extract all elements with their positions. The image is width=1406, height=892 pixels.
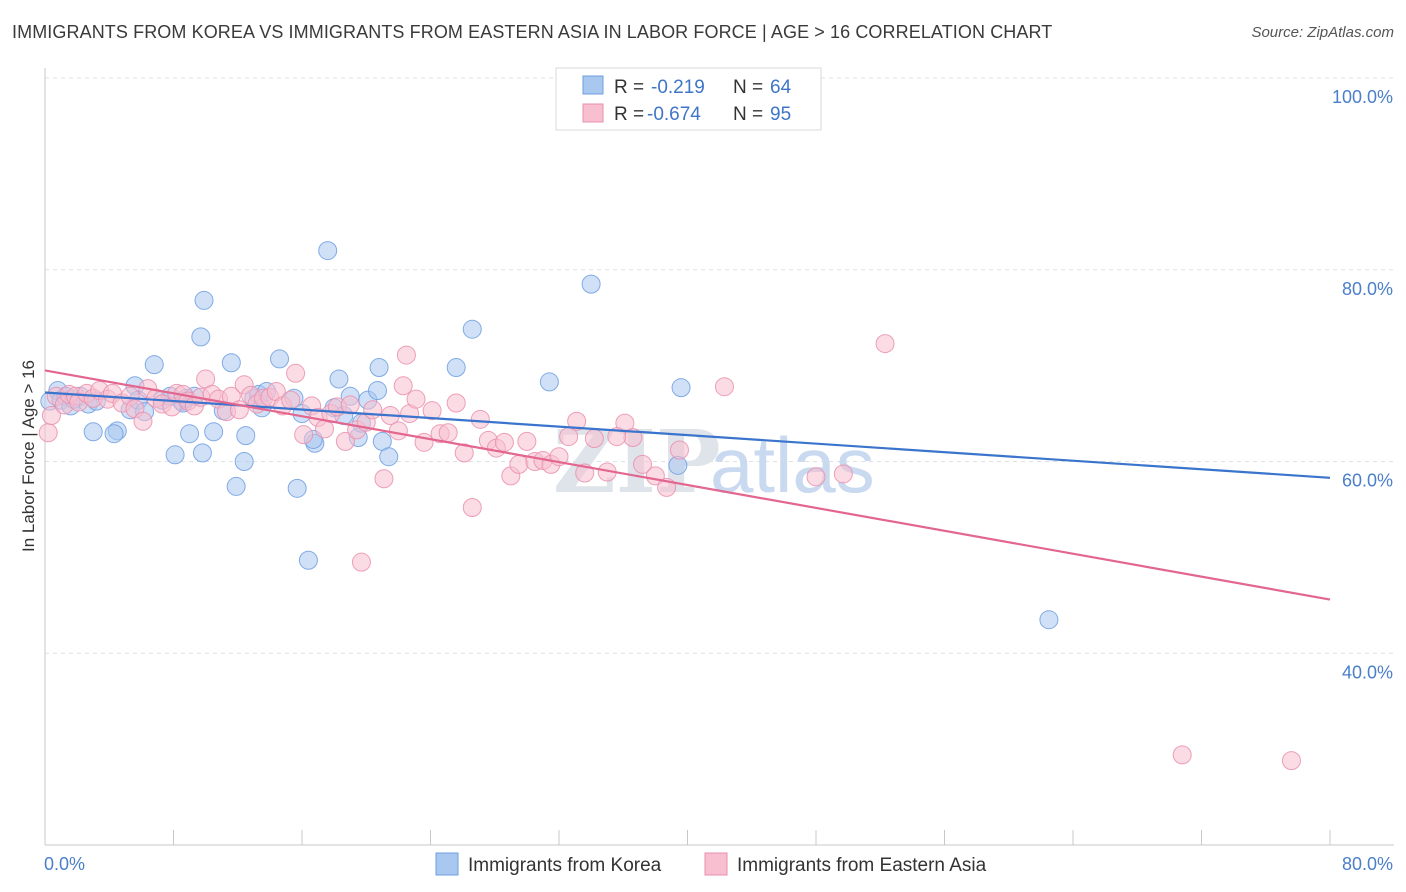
data-point-korea xyxy=(298,550,318,570)
data-point-korea xyxy=(367,381,387,401)
data-point-eastern-asia xyxy=(1172,745,1192,765)
data-point-eastern-asia xyxy=(607,427,627,447)
legend-n-label-korea: N = xyxy=(733,77,763,98)
data-point-eastern-asia xyxy=(470,409,490,429)
data-point-korea xyxy=(379,447,399,467)
data-point-eastern-asia xyxy=(335,431,355,451)
y-axis-tick-labels: 40.0% 60.0% 80.0% 100.0% xyxy=(1332,87,1393,682)
data-point-korea xyxy=(204,422,224,442)
data-point-eastern-asia xyxy=(833,464,853,484)
data-point-eastern-asia xyxy=(633,454,653,474)
legend-n-value-korea: 64 xyxy=(770,77,792,98)
data-point-korea xyxy=(194,290,214,310)
watermark: ZIP atlas xyxy=(553,412,875,513)
data-point-eastern-asia xyxy=(286,363,306,383)
data-point-korea xyxy=(462,319,482,339)
data-point-eastern-asia xyxy=(363,400,383,420)
trend-line-eastern-asia xyxy=(44,369,1331,601)
trend-lines xyxy=(44,369,1331,601)
data-point-korea xyxy=(226,476,246,496)
data-point-korea xyxy=(165,445,185,465)
data-point-eastern-asia xyxy=(446,393,466,413)
legend-r-label-korea: R = xyxy=(614,77,644,98)
data-point-korea xyxy=(104,424,124,444)
data-point-eastern-asia xyxy=(340,395,360,415)
data-point-eastern-asia xyxy=(133,411,153,431)
data-point-korea xyxy=(144,355,164,375)
y-tick-label: 60.0% xyxy=(1342,471,1393,491)
data-point-eastern-asia xyxy=(517,431,537,451)
data-point-eastern-asia xyxy=(393,376,413,396)
data-point-eastern-asia xyxy=(584,428,604,448)
data-point-eastern-asia xyxy=(806,467,826,487)
y-axis-title: In Labor Force | Age > 16 xyxy=(19,360,38,552)
data-point-eastern-asia xyxy=(714,377,734,397)
trend-line-korea xyxy=(44,391,1331,479)
data-point-eastern-asia xyxy=(509,454,529,474)
bottom-legend-swatch-korea xyxy=(435,852,459,876)
data-point-korea xyxy=(446,358,466,378)
data-point-eastern-asia xyxy=(454,443,474,463)
data-point-eastern-asia xyxy=(41,405,61,425)
data-point-eastern-asia xyxy=(388,421,408,441)
data-point-eastern-asia xyxy=(567,411,587,431)
data-point-eastern-asia xyxy=(1281,751,1301,771)
data-point-korea xyxy=(221,353,241,373)
data-point-korea xyxy=(236,426,256,446)
data-point-korea xyxy=(671,378,691,398)
data-point-korea xyxy=(192,443,212,463)
data-point-korea xyxy=(270,349,290,369)
grid-lines xyxy=(45,77,1394,654)
y-tick-label: 100.0% xyxy=(1332,87,1393,107)
data-point-korea xyxy=(234,452,254,471)
watermark-atlas: atlas xyxy=(710,421,875,509)
data-point-korea xyxy=(581,274,601,294)
x-axis-ticks xyxy=(173,830,1331,845)
data-point-eastern-asia xyxy=(494,432,514,452)
data-point-eastern-asia xyxy=(396,345,416,365)
axes xyxy=(44,68,1394,846)
x-tick-label-min: 0.0% xyxy=(44,854,85,874)
data-point-eastern-asia xyxy=(38,423,58,443)
legend-swatch-korea xyxy=(582,75,604,95)
data-point-eastern-asia xyxy=(438,423,458,443)
data-point-eastern-asia xyxy=(462,498,482,518)
y-tick-label: 40.0% xyxy=(1342,662,1393,682)
data-point-eastern-asia xyxy=(669,440,689,460)
legend-n-value-eastern-asia: 95 xyxy=(770,104,791,125)
data-point-korea xyxy=(287,478,307,498)
x-tick-label-max: 80.0% xyxy=(1342,854,1393,874)
data-point-korea xyxy=(191,327,211,347)
data-point-eastern-asia xyxy=(422,401,442,421)
data-point-eastern-asia xyxy=(406,389,426,409)
data-point-korea xyxy=(329,369,349,389)
source-note: Source: ZipAtlas.com xyxy=(1251,24,1394,41)
bottom-legend-label-korea: Immigrants from Korea xyxy=(468,855,662,876)
series-eastern-asia-points xyxy=(38,334,1301,771)
legend-swatch-eastern-asia xyxy=(582,103,604,123)
chart-title: IMMIGRANTS FROM KOREA VS IMMIGRANTS FROM… xyxy=(12,22,1053,42)
data-point-eastern-asia xyxy=(281,390,301,410)
data-point-korea xyxy=(83,422,103,442)
legend-r-value-korea: -0.219 xyxy=(651,77,705,98)
series-legend: Immigrants from Korea Immigrants from Ea… xyxy=(435,852,987,876)
series-korea-points xyxy=(40,241,1059,630)
y-tick-label: 80.0% xyxy=(1342,279,1393,299)
data-point-eastern-asia xyxy=(294,425,314,445)
legend-n-label-eastern-asia: N = xyxy=(733,104,763,125)
data-point-eastern-asia xyxy=(875,334,895,354)
data-point-eastern-asia xyxy=(351,552,371,572)
data-point-korea xyxy=(180,424,200,444)
correlation-legend: R = -0.219 N = 64 R = -0.674 N = 95 xyxy=(555,67,822,131)
data-point-korea xyxy=(369,358,389,378)
bottom-legend-label-eastern-asia: Immigrants from Eastern Asia xyxy=(737,855,987,876)
bottom-legend-swatch-eastern-asia xyxy=(704,852,728,876)
data-point-korea xyxy=(1039,610,1059,630)
data-point-korea xyxy=(318,241,338,261)
legend-r-label-eastern-asia: R = xyxy=(614,104,644,125)
data-point-korea xyxy=(539,372,559,392)
legend-r-value-eastern-asia: -0.674 xyxy=(647,104,701,125)
data-point-eastern-asia xyxy=(374,469,394,489)
